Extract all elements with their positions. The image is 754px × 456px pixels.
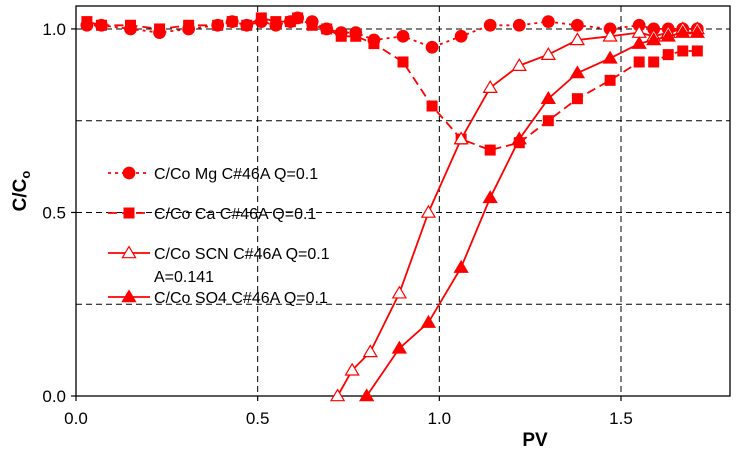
data-point [368, 38, 380, 50]
data-point [391, 285, 408, 299]
data-point [631, 35, 647, 49]
data-point [484, 144, 496, 156]
data-point [426, 100, 438, 112]
data-point [344, 362, 360, 376]
data-point [183, 19, 195, 31]
legend-label: C/Co SCN C#46A Q=0.1 [154, 246, 330, 263]
legend: C/Co Mg C#46A Q=0.1 C/Co Ca C#46A Q=0.1 C/… [108, 166, 330, 307]
data-point [284, 16, 296, 28]
data-point [397, 56, 409, 68]
data-point [646, 32, 662, 46]
data-point [391, 340, 408, 354]
data-point [420, 204, 437, 218]
data-point [241, 19, 253, 31]
legend-item-3: C/Co SO4 C#46A Q=0.1 [108, 289, 328, 307]
data-point [689, 24, 705, 38]
data-point [675, 24, 691, 38]
data-point [125, 19, 136, 31]
y-tick-label: 0.5 [42, 203, 66, 222]
data-point [482, 80, 498, 93]
legend-marker [121, 245, 137, 259]
data-point [660, 28, 676, 42]
data-point [569, 65, 586, 79]
y-axis-title: C/Co [10, 171, 33, 212]
legend-label: C/Co Mg C#46A Q=0.1 [154, 166, 318, 183]
data-point [569, 32, 586, 46]
data-point [350, 30, 362, 42]
x-tick-label: 1.5 [609, 409, 633, 428]
legend-marker [123, 207, 135, 219]
data-point [662, 49, 674, 61]
data-point [95, 19, 107, 31]
legend-item-0: C/Co Mg C#46A Q=0.1 [108, 166, 318, 183]
data-point [335, 30, 347, 42]
data-point [362, 344, 378, 358]
legend-marker [122, 166, 136, 180]
data-point [482, 190, 498, 204]
legend-item-2: C/Co SCN C#46A Q=0.1 [108, 245, 330, 263]
data-point [483, 18, 497, 32]
data-point [329, 388, 346, 402]
legend-label: C/Co Ca C#46A Q=0.1 [154, 206, 316, 223]
x-tick-label: 0.5 [246, 409, 270, 428]
legend-label: C/Co SO4 C#46A Q=0.1 [154, 290, 328, 307]
data-point [154, 23, 166, 35]
data-point [691, 45, 703, 57]
data-point [420, 314, 437, 328]
y-tick-label: 1.0 [42, 20, 66, 39]
data-point [453, 131, 469, 145]
plot-area-frame [75, 5, 731, 397]
data-point [359, 388, 375, 402]
data-point [648, 56, 660, 68]
legend-marker [121, 289, 137, 303]
data-point [571, 93, 583, 105]
data-point [604, 74, 616, 86]
data-point [542, 115, 554, 127]
data-point [633, 56, 645, 68]
data-point [454, 29, 468, 43]
data-point [270, 16, 282, 28]
y-axis-title-main: C/C [10, 178, 31, 211]
data-point [540, 46, 556, 60]
data-point [511, 131, 527, 145]
x-tick-label: 0.0 [64, 409, 88, 428]
data-point [81, 16, 93, 28]
data-point [540, 91, 556, 104]
data-point [677, 45, 689, 57]
series-3 [359, 24, 705, 402]
data-point [425, 40, 439, 54]
annotation-text: A=0.141 [154, 269, 214, 286]
data-point [512, 18, 526, 32]
data-point [602, 50, 618, 64]
data-point [212, 19, 224, 31]
data-point [226, 16, 238, 28]
x-axis-title: PV [522, 430, 548, 451]
data-point [396, 29, 410, 43]
data-series [80, 11, 705, 402]
grid [76, 6, 730, 396]
data-point [571, 18, 584, 32]
axis-ticks: 0.0 0.5 1.0 1.5 0.0 0.5 1.0 [42, 20, 632, 428]
legend-item-1: C/Co Ca C#46A Q=0.1 [108, 206, 316, 223]
data-point [541, 15, 555, 28]
data-point [321, 23, 333, 35]
data-point [453, 259, 469, 273]
data-point [602, 28, 618, 42]
data-point [306, 19, 318, 31]
data-point [292, 12, 304, 24]
series-line [336, 27, 698, 397]
y-axis-title-subscript: o [18, 171, 33, 179]
data-point [255, 12, 267, 24]
y-tick-label: 0.0 [42, 387, 66, 406]
data-point [511, 57, 527, 71]
x-tick-label: 1.0 [428, 409, 452, 428]
